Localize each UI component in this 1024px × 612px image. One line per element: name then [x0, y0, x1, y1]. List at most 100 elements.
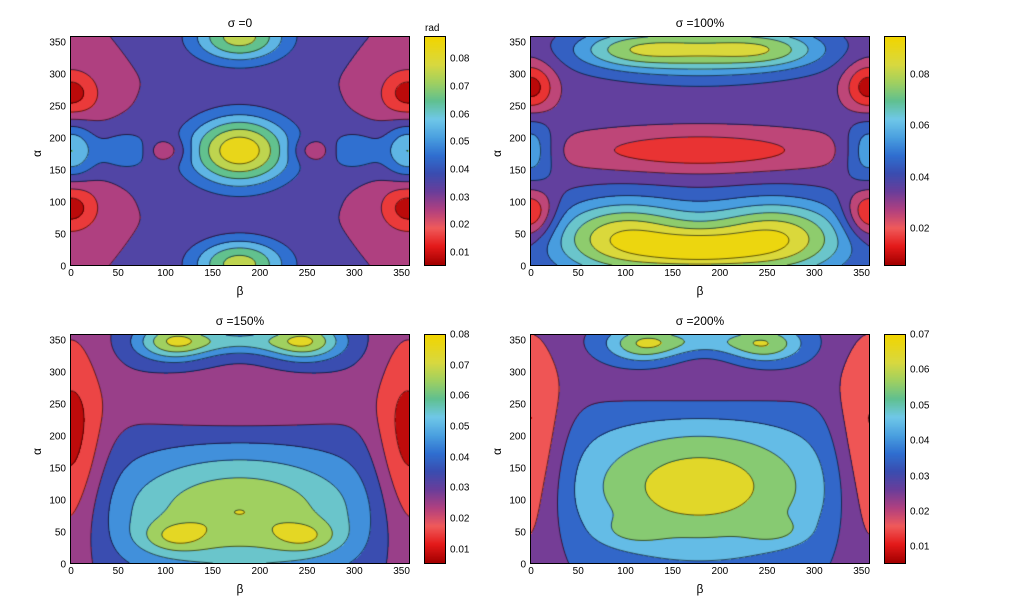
y-tick: 50 — [55, 528, 66, 539]
colorbar-tick: 0.02 — [450, 514, 469, 525]
y-tick: 250 — [49, 400, 66, 411]
y-tick: 150 — [509, 166, 526, 177]
colorbar-tick: 0.03 — [450, 483, 469, 494]
panel-title: σ =0 — [70, 16, 410, 30]
y-tick: 350 — [49, 336, 66, 347]
y-tick: 50 — [55, 230, 66, 241]
colorbar-tick: 0.04 — [450, 165, 469, 176]
x-tick: 150 — [664, 268, 681, 279]
x-tick: 100 — [157, 268, 174, 279]
y-tick: 300 — [49, 70, 66, 81]
colorbar-tick: 0.01 — [450, 544, 469, 555]
contour-plot: 0501001502002503003500501001502002503003… — [70, 334, 410, 564]
panel-title: σ =150% — [70, 314, 410, 328]
x-tick: 0 — [528, 566, 534, 577]
colorbar: 0.010.020.030.040.050.060.070.08rad — [424, 36, 446, 266]
x-tick: 300 — [346, 268, 363, 279]
colorbar-tick: 0.07 — [450, 360, 469, 371]
y-tick: 200 — [49, 134, 66, 145]
y-tick: 50 — [515, 230, 526, 241]
colorbar-tick: 0.06 — [910, 121, 929, 132]
colorbar-tick: 0.01 — [450, 248, 469, 259]
y-tick: 350 — [509, 336, 526, 347]
x-tick: 350 — [393, 268, 410, 279]
y-tick: 200 — [509, 432, 526, 443]
colorbar-tick: 0.02 — [450, 220, 469, 231]
y-tick: 150 — [49, 464, 66, 475]
colorbar-tick: 0.03 — [910, 471, 929, 482]
panel-title: σ =100% — [530, 16, 870, 30]
colorbar-tick: 0.06 — [910, 365, 929, 376]
colorbar-tick: 0.05 — [910, 400, 929, 411]
x-tick: 300 — [806, 268, 823, 279]
y-tick: 300 — [49, 368, 66, 379]
x-tick: 150 — [204, 566, 221, 577]
colorbar-tick: 0.02 — [910, 506, 929, 517]
contour-plot: 0501001502002503003500501001502002503003… — [530, 334, 870, 564]
x-tick: 150 — [664, 566, 681, 577]
y-tick: 200 — [49, 432, 66, 443]
colorbar-tick: 0.04 — [910, 436, 929, 447]
x-tick: 100 — [157, 566, 174, 577]
y-axis-label: α — [490, 448, 504, 455]
y-tick: 150 — [509, 464, 526, 475]
y-tick: 100 — [49, 198, 66, 209]
colorbar-tick: 0.07 — [450, 81, 469, 92]
x-tick: 200 — [712, 268, 729, 279]
x-tick: 100 — [617, 268, 634, 279]
x-axis-label: β — [70, 284, 410, 298]
x-tick: 150 — [204, 268, 221, 279]
colorbar-tick: 0.01 — [910, 542, 929, 553]
x-tick: 100 — [617, 566, 634, 577]
x-axis-label: β — [70, 582, 410, 596]
contour-plot: 0501001502002503003500501001502002503003… — [70, 36, 410, 266]
y-tick: 200 — [509, 134, 526, 145]
colorbar-tick: 0.05 — [450, 137, 469, 148]
x-tick: 0 — [528, 268, 534, 279]
colorbar: 0.010.020.030.040.050.060.070.08 — [424, 334, 446, 564]
colorbar-tick: 0.06 — [450, 391, 469, 402]
colorbar-tick: 0.08 — [450, 54, 469, 65]
x-tick: 350 — [853, 566, 870, 577]
x-tick: 50 — [113, 268, 124, 279]
y-tick: 250 — [509, 102, 526, 113]
y-tick: 100 — [49, 496, 66, 507]
colorbar-title: rad — [425, 23, 439, 34]
y-tick: 150 — [49, 166, 66, 177]
x-axis-label: β — [530, 284, 870, 298]
colorbar-tick: 0.02 — [910, 223, 929, 234]
y-tick: 300 — [509, 368, 526, 379]
colorbar-tick: 0.08 — [450, 330, 469, 341]
x-tick: 250 — [299, 566, 316, 577]
x-tick: 200 — [712, 566, 729, 577]
y-tick: 0 — [520, 560, 526, 571]
x-tick: 200 — [252, 268, 269, 279]
y-tick: 100 — [509, 496, 526, 507]
y-axis-label: α — [30, 448, 44, 455]
x-tick: 0 — [68, 268, 74, 279]
colorbar-tick: 0.06 — [450, 109, 469, 120]
y-tick: 100 — [509, 198, 526, 209]
y-tick: 0 — [60, 560, 66, 571]
colorbar-tick: 0.05 — [450, 422, 469, 433]
y-tick: 300 — [509, 70, 526, 81]
colorbar-tick: 0.07 — [910, 330, 929, 341]
colorbar-tick: 0.04 — [450, 452, 469, 463]
x-tick: 200 — [252, 566, 269, 577]
y-tick: 250 — [509, 400, 526, 411]
contour-plot: 0501001502002503003500501001502002503003… — [530, 36, 870, 266]
x-tick: 350 — [393, 566, 410, 577]
x-tick: 50 — [573, 268, 584, 279]
colorbar-tick: 0.04 — [910, 172, 929, 183]
y-tick: 0 — [520, 262, 526, 273]
x-tick: 50 — [113, 566, 124, 577]
colorbar: 0.020.040.060.08 — [884, 36, 906, 266]
y-tick: 50 — [515, 528, 526, 539]
x-tick: 300 — [806, 566, 823, 577]
panel-title: σ =200% — [530, 314, 870, 328]
x-tick: 350 — [853, 268, 870, 279]
x-tick: 300 — [346, 566, 363, 577]
figure: 0 50 100 150 200 250 300 350 0 50 100 150 200 250 300 3… — [0, 0, 1024, 612]
y-axis-label: α — [30, 150, 44, 157]
x-tick: 250 — [299, 268, 316, 279]
